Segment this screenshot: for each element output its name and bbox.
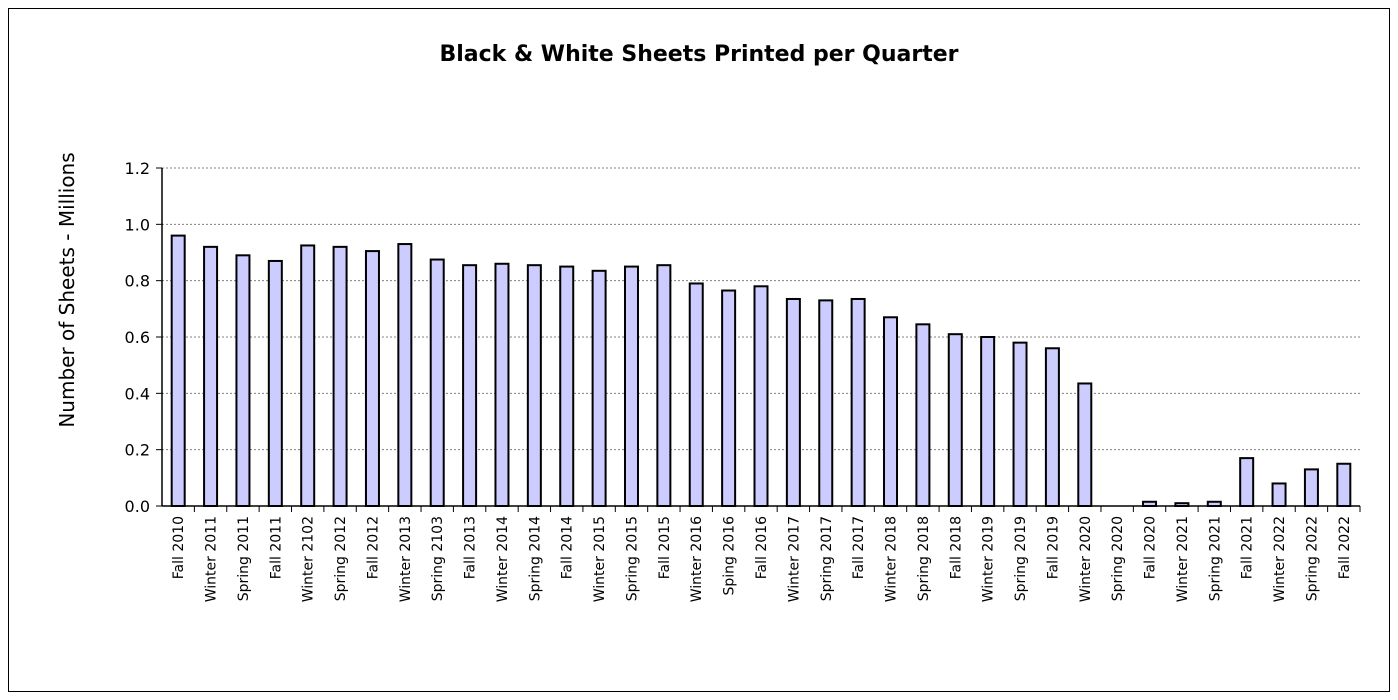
bar	[785, 297, 801, 507]
x-tick-label: Fall 2011	[268, 516, 284, 579]
bar	[1174, 502, 1190, 507]
bar	[850, 297, 866, 507]
bar	[332, 245, 348, 507]
bar	[980, 336, 996, 507]
y-tick-label: 1.2	[125, 159, 150, 178]
x-tick-label: Spring 2018	[916, 516, 932, 601]
x-tick-label: Fall 2022	[1337, 516, 1353, 579]
x-tick-label: Winter 2022	[1272, 516, 1288, 602]
bar	[688, 282, 704, 507]
bar	[1044, 347, 1060, 507]
x-tick-label: Fall 2017	[851, 516, 867, 579]
bar	[429, 258, 445, 507]
x-tick-label: Winter 2011	[204, 516, 220, 602]
bar	[267, 259, 283, 508]
x-tick-label: Fall 2019	[1045, 516, 1061, 579]
bar	[818, 299, 834, 507]
x-tick-label: Fall 2016	[754, 516, 770, 579]
bar	[364, 250, 380, 507]
x-tick-label: Fall 2020	[1143, 516, 1159, 579]
x-tick-label: Spring 2020	[1110, 516, 1126, 601]
bar	[1142, 500, 1158, 507]
bar	[947, 333, 963, 507]
bar	[559, 265, 575, 508]
bar	[170, 234, 186, 507]
bar	[1336, 462, 1352, 507]
bar	[526, 264, 542, 507]
bar	[721, 289, 737, 507]
x-tick-label: Fall 2021	[1240, 516, 1256, 579]
bar	[397, 243, 413, 508]
x-tick-label: Spring 2014	[527, 516, 543, 601]
bar	[494, 262, 510, 507]
x-tick-label: Winter 2017	[786, 516, 802, 602]
bar	[1077, 382, 1093, 508]
bar	[1303, 468, 1319, 507]
x-tick-label: Fall 2013	[463, 516, 479, 579]
x-tick-label: Spring 2011	[236, 516, 252, 601]
x-tick-label: Winter 2020	[1078, 516, 1094, 602]
x-tick-label: Fall 2010	[171, 516, 187, 579]
x-tick-label: Spring 2103	[430, 516, 446, 601]
y-tick-label: 1.0	[125, 215, 150, 234]
bar	[203, 245, 219, 507]
bar	[1012, 341, 1028, 507]
x-tick-label: Spring 2022	[1304, 516, 1320, 601]
x-tick-label: Spring 2017	[819, 516, 835, 601]
x-tick-label: Winter 2021	[1175, 516, 1191, 602]
bar	[300, 244, 316, 507]
y-tick-label: 0.2	[125, 441, 150, 460]
bar	[235, 254, 251, 507]
bar	[1271, 482, 1287, 508]
x-tick-label: Winter 2102	[301, 516, 317, 602]
x-tick-label: Fall 2012	[365, 516, 381, 579]
bar	[883, 316, 899, 507]
x-tick-label: Winter 2016	[689, 516, 705, 602]
y-tick-label: 0.0	[125, 497, 150, 516]
bar	[656, 264, 672, 507]
y-tick-label: 0.6	[125, 328, 150, 347]
bar	[462, 264, 478, 507]
bar	[915, 323, 931, 508]
x-tick-label: Fall 2015	[657, 516, 673, 579]
bar	[753, 285, 769, 507]
chart-title: Black & White Sheets Printed per Quarter	[439, 42, 959, 67]
x-tick-label: Sping 2016	[722, 516, 738, 596]
x-tick-label: Fall 2018	[948, 516, 964, 579]
bar	[623, 265, 639, 508]
x-tick-label: Spring 2012	[333, 516, 349, 601]
x-tick-label: Spring 2021	[1207, 516, 1223, 601]
x-tick-label: Winter 2015	[592, 516, 608, 602]
x-tick-label: Winter 2013	[398, 516, 414, 602]
x-tick-label: Winter 2018	[884, 516, 900, 602]
y-tick-label: 0.4	[125, 384, 150, 403]
x-tick-label: Spring 2015	[624, 516, 640, 601]
bar	[1239, 457, 1255, 508]
y-tick-label: 0.8	[125, 272, 150, 291]
bar	[591, 269, 607, 507]
x-tick-label: Spring 2019	[1013, 516, 1029, 601]
x-tick-label: Fall 2014	[560, 516, 576, 579]
bar	[1206, 500, 1222, 507]
x-tick-label: Winter 2014	[495, 516, 511, 602]
x-tick-label: Winter 2019	[981, 516, 997, 602]
